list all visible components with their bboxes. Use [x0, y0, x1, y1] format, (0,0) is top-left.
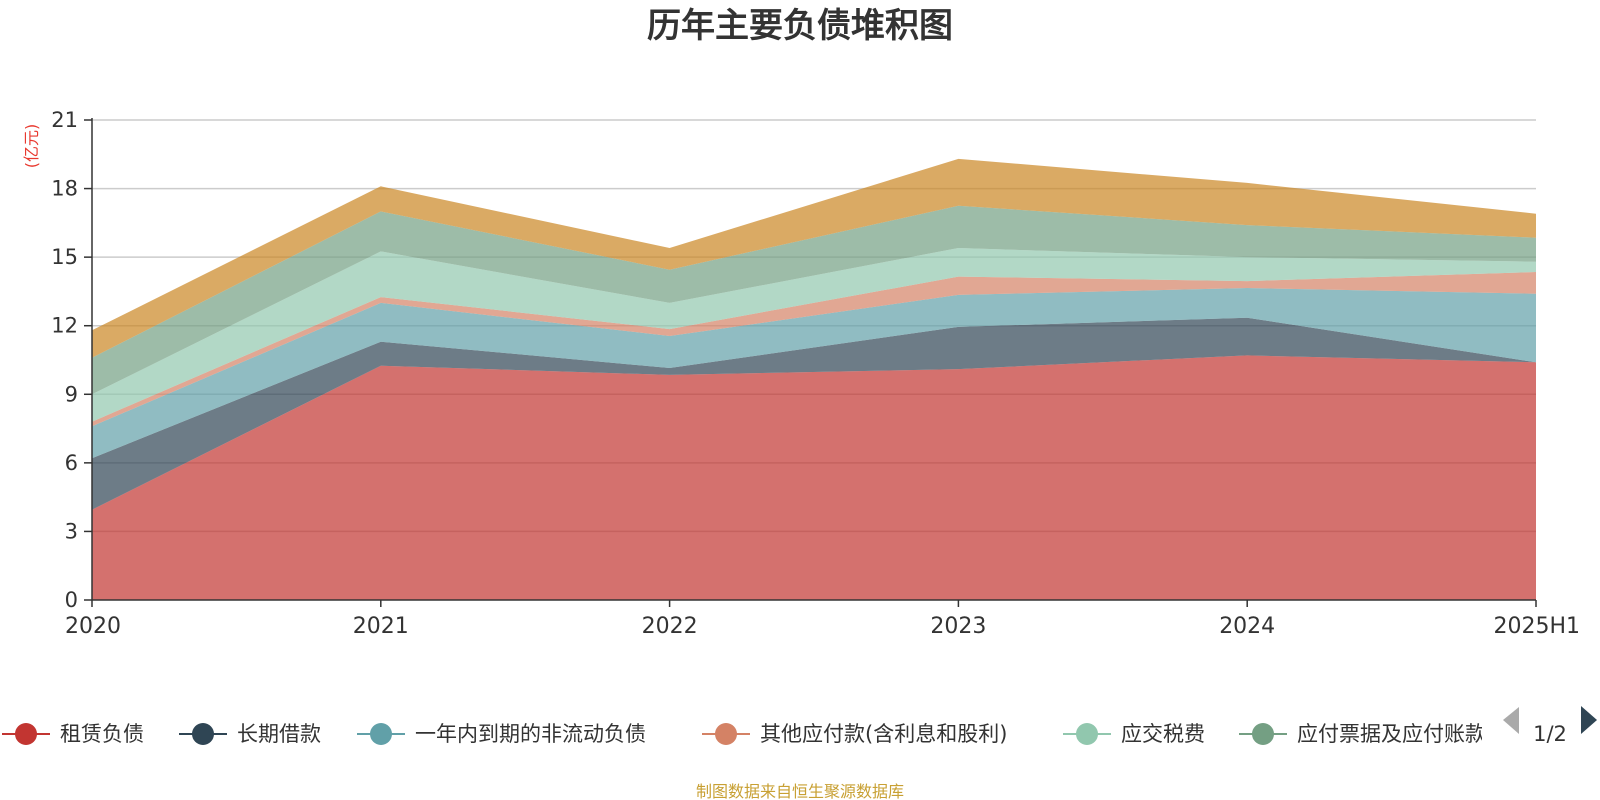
y-tick-label: 12	[51, 314, 78, 338]
legend-page-indicator: 1/2	[1533, 722, 1567, 746]
area-series-4	[92, 248, 1536, 422]
area-series-3	[92, 272, 1536, 427]
legend-next-page-icon[interactable]	[1581, 706, 1597, 734]
area-series-6	[92, 158, 1536, 358]
legend-item[interactable]: 长期借款	[179, 722, 321, 746]
area-series-2	[92, 288, 1536, 459]
axes: 0 3 6 9 12 15 18 21 2020 2021 2022 2023 2024 2025H1	[51, 108, 1580, 639]
legend-circle-icon	[192, 723, 214, 745]
unit-label: (亿元)	[22, 124, 41, 169]
legend-label: 应交税费	[1121, 722, 1205, 746]
legend-circle-icon	[15, 723, 37, 745]
area-series-0	[92, 355, 1536, 600]
x-tick-label: 2024	[1219, 614, 1275, 639]
legend-item[interactable]: 应交税费	[1063, 722, 1205, 746]
x-tick-label: 2023	[930, 614, 986, 639]
legend-item[interactable]: 租赁负债	[2, 722, 144, 746]
y-tick-label: 9	[65, 382, 78, 406]
x-tick-label: 2022	[642, 614, 698, 639]
legend-label: 租赁负债	[60, 722, 144, 746]
legend-label: 长期借款	[237, 722, 321, 746]
y-tick-label: 18	[51, 177, 78, 201]
legend-item[interactable]: 应付票据及应付账款	[1239, 722, 1486, 746]
source-note: 制图数据来自恒生聚源数据库	[696, 782, 904, 800]
legend-label: 一年内到期的非流动负债	[415, 722, 646, 746]
legend-item[interactable]: 其他应付款(含利息和股利)	[702, 722, 1007, 746]
x-tick-label: 2025H1	[1493, 614, 1580, 639]
legend-circle-icon	[1076, 723, 1098, 745]
y-tick-label: 3	[65, 519, 78, 543]
area-series-5	[92, 205, 1536, 395]
legend: 租赁负债 长期借款 一年内到期的非流动负债 其他应付款(含利息和股利) 应交税费 应付票据…	[2, 722, 1486, 746]
y-tick-label: 6	[65, 451, 78, 475]
y-tick-label: 0	[65, 588, 78, 612]
legend-circle-icon	[1252, 723, 1274, 745]
legend-circle-icon	[370, 723, 392, 745]
x-tick-label: 2020	[65, 614, 121, 639]
legend-circle-icon	[715, 723, 737, 745]
y-tick-label: 15	[51, 245, 78, 269]
legend-item[interactable]: 一年内到期的非流动负债	[357, 722, 646, 746]
x-tick-label: 2021	[353, 614, 409, 639]
area-layer	[92, 158, 1536, 600]
legend-label: 应付票据及应付账款	[1297, 722, 1486, 746]
area-series-1	[92, 317, 1536, 510]
chart-title: 历年主要负债堆积图	[647, 6, 953, 46]
legend-label: 其他应付款(含利息和股利)	[760, 722, 1007, 746]
legend-prev-page-icon[interactable]	[1503, 707, 1519, 734]
y-tick-label: 21	[51, 108, 78, 132]
